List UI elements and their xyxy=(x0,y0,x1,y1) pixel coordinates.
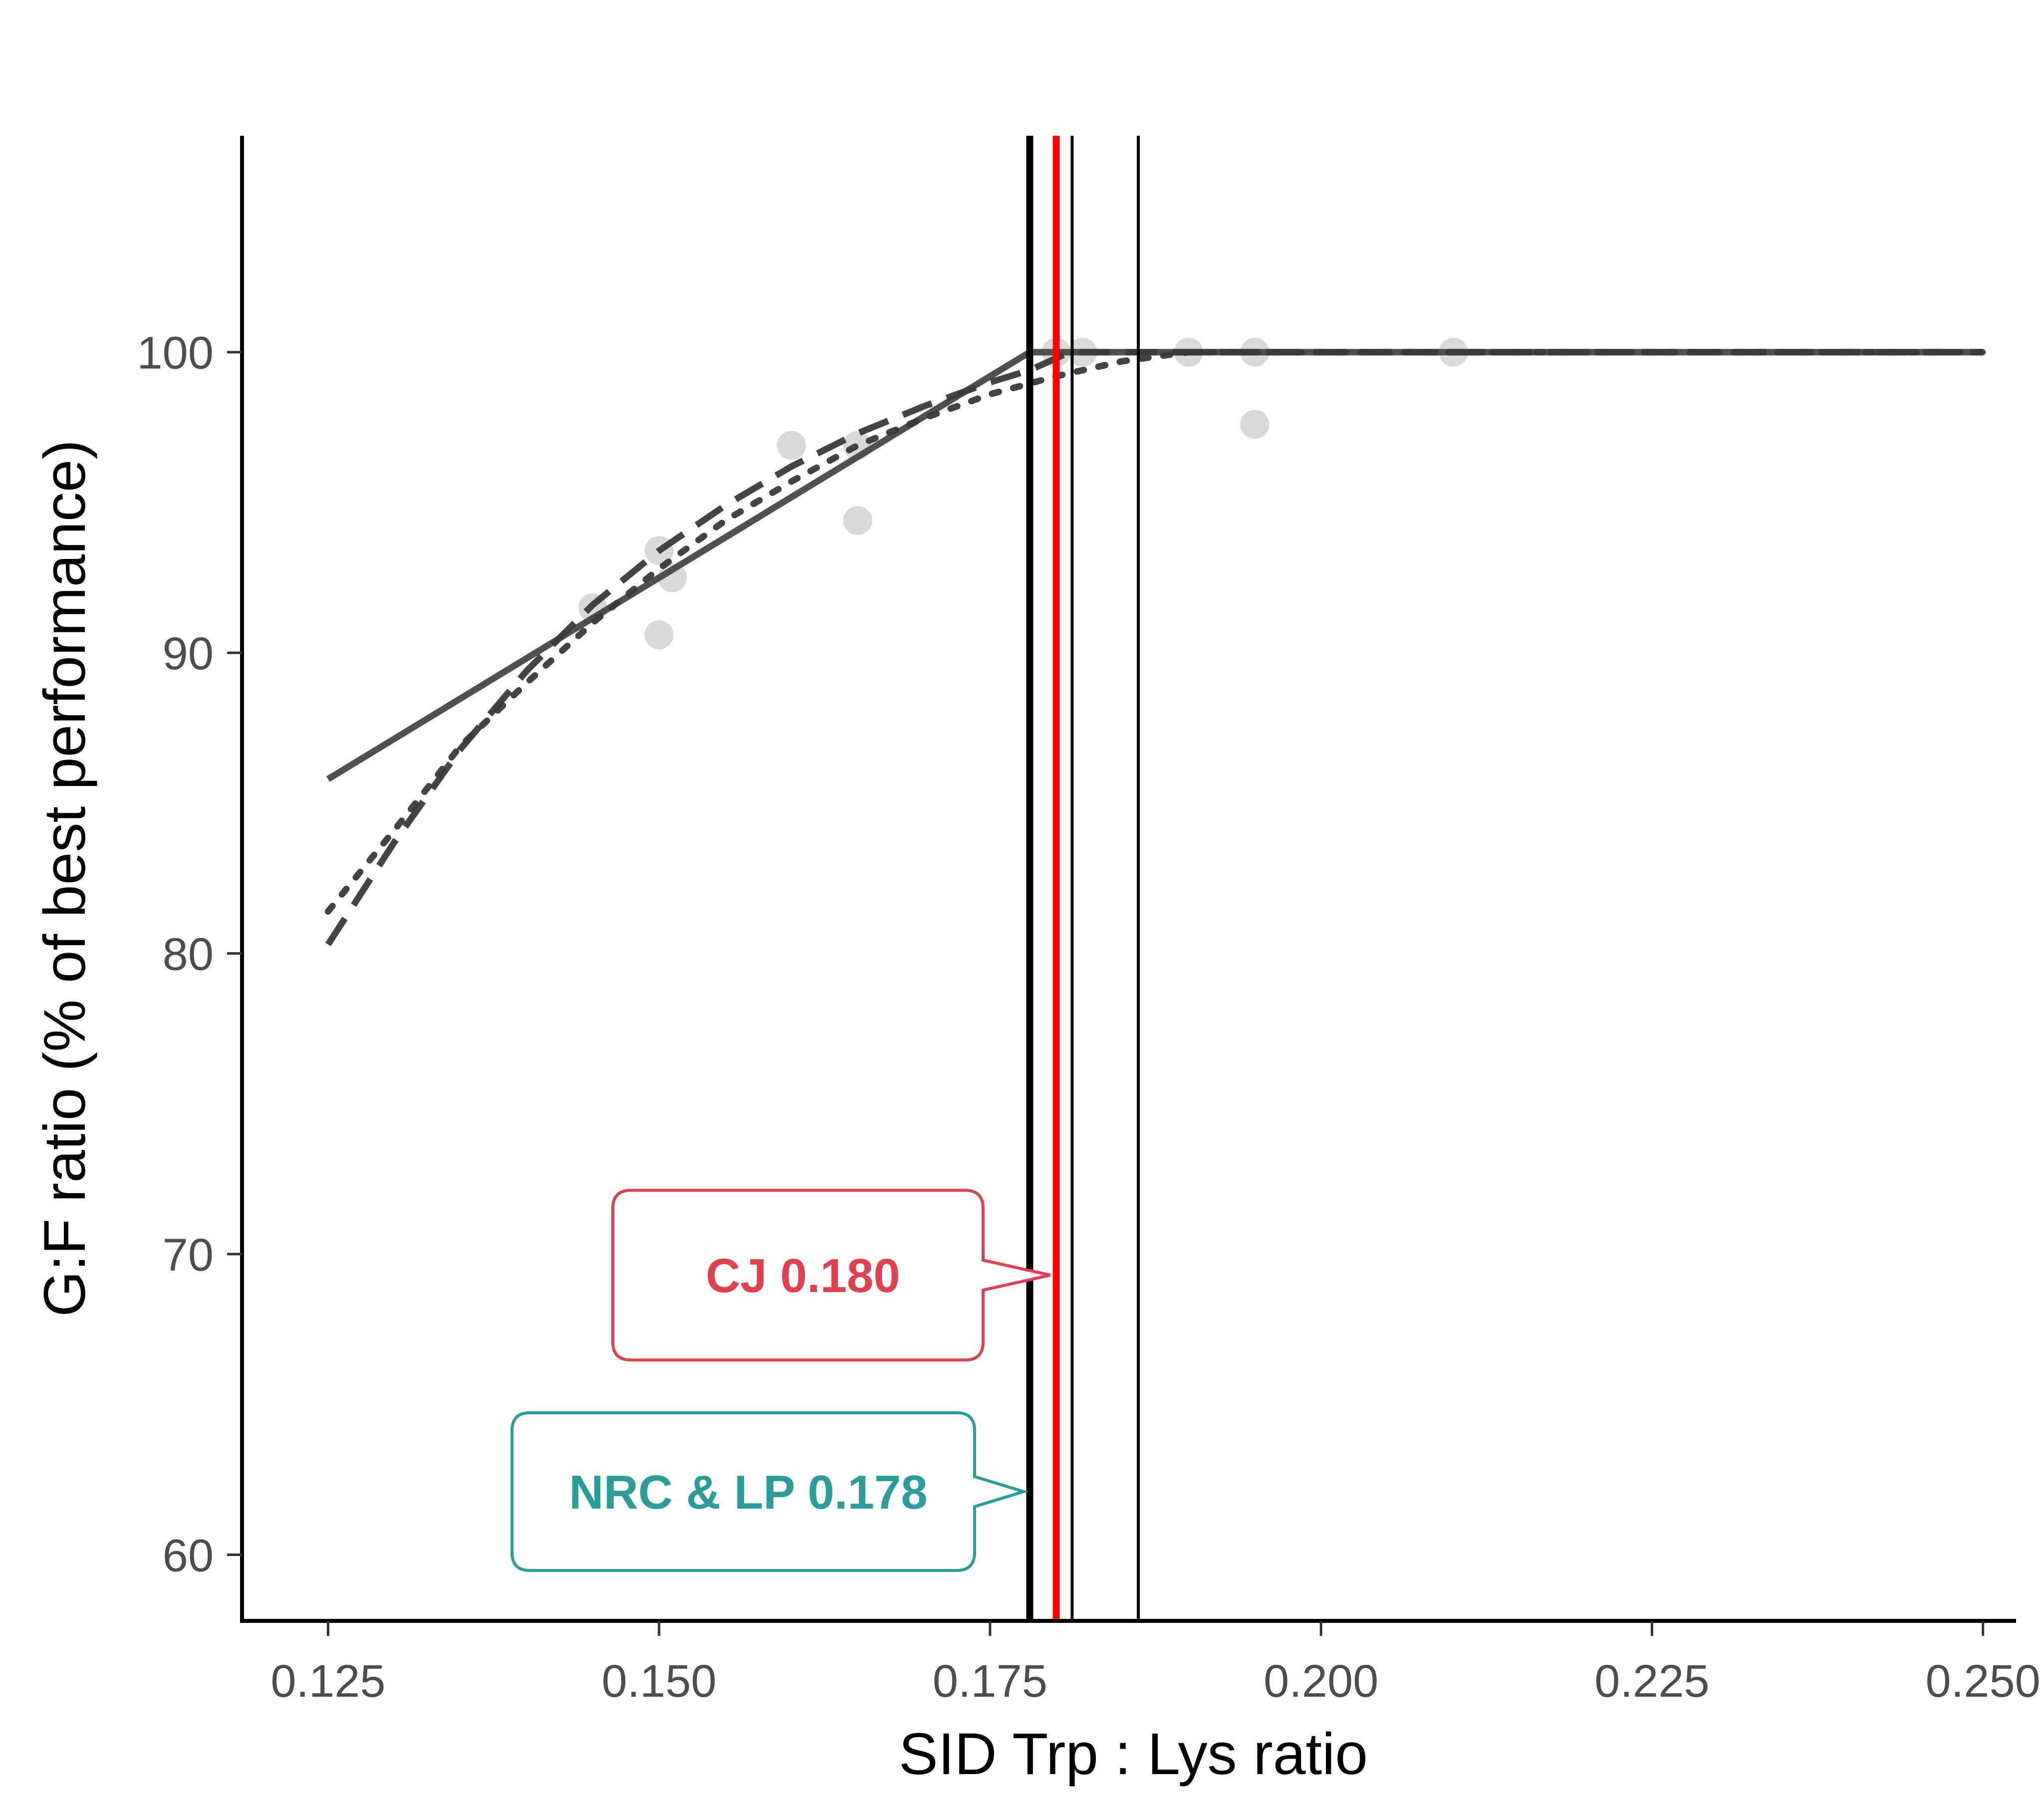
y-tick-label: 60 xyxy=(163,1530,214,1581)
callout-label: NRC & LP 0.178 xyxy=(569,1466,928,1519)
data-point xyxy=(1240,410,1270,439)
y-axis-title: G:F ratio (% of best performance) xyxy=(32,440,98,1317)
y-axis-ticks: 60 70 80 90 100 xyxy=(137,328,242,1581)
data-point xyxy=(644,620,674,650)
x-axis-title: SID Trp : Lys ratio xyxy=(899,1721,1368,1787)
x-tick-label: 0.225 xyxy=(1594,1656,1709,1707)
y-tick-label: 70 xyxy=(163,1230,214,1281)
data-point xyxy=(843,506,872,535)
fit-line-dotted xyxy=(324,349,1987,915)
x-tick-label: 0.150 xyxy=(602,1656,717,1707)
callout-label: CJ 0.180 xyxy=(706,1249,900,1302)
y-tick-label: 100 xyxy=(137,328,214,379)
callouts: CJ 0.180 NRC & LP 0.178 xyxy=(511,1189,1051,1572)
y-tick-label: 90 xyxy=(163,628,214,679)
y-tick-label: 80 xyxy=(163,929,214,980)
x-axis-ticks: 0.125 0.150 0.175 0.200 0.225 0.250 xyxy=(270,1621,2041,1707)
x-tick-label: 0.200 xyxy=(1264,1656,1378,1707)
callout-box xyxy=(511,1411,1029,1572)
breakpoint-lines xyxy=(1026,136,1140,1621)
x-tick-label: 0.250 xyxy=(1926,1656,2041,1707)
callout-box xyxy=(611,1189,1051,1362)
x-tick-label: 0.125 xyxy=(270,1656,385,1707)
data-point xyxy=(776,431,806,460)
x-tick-label: 0.175 xyxy=(933,1656,1047,1707)
